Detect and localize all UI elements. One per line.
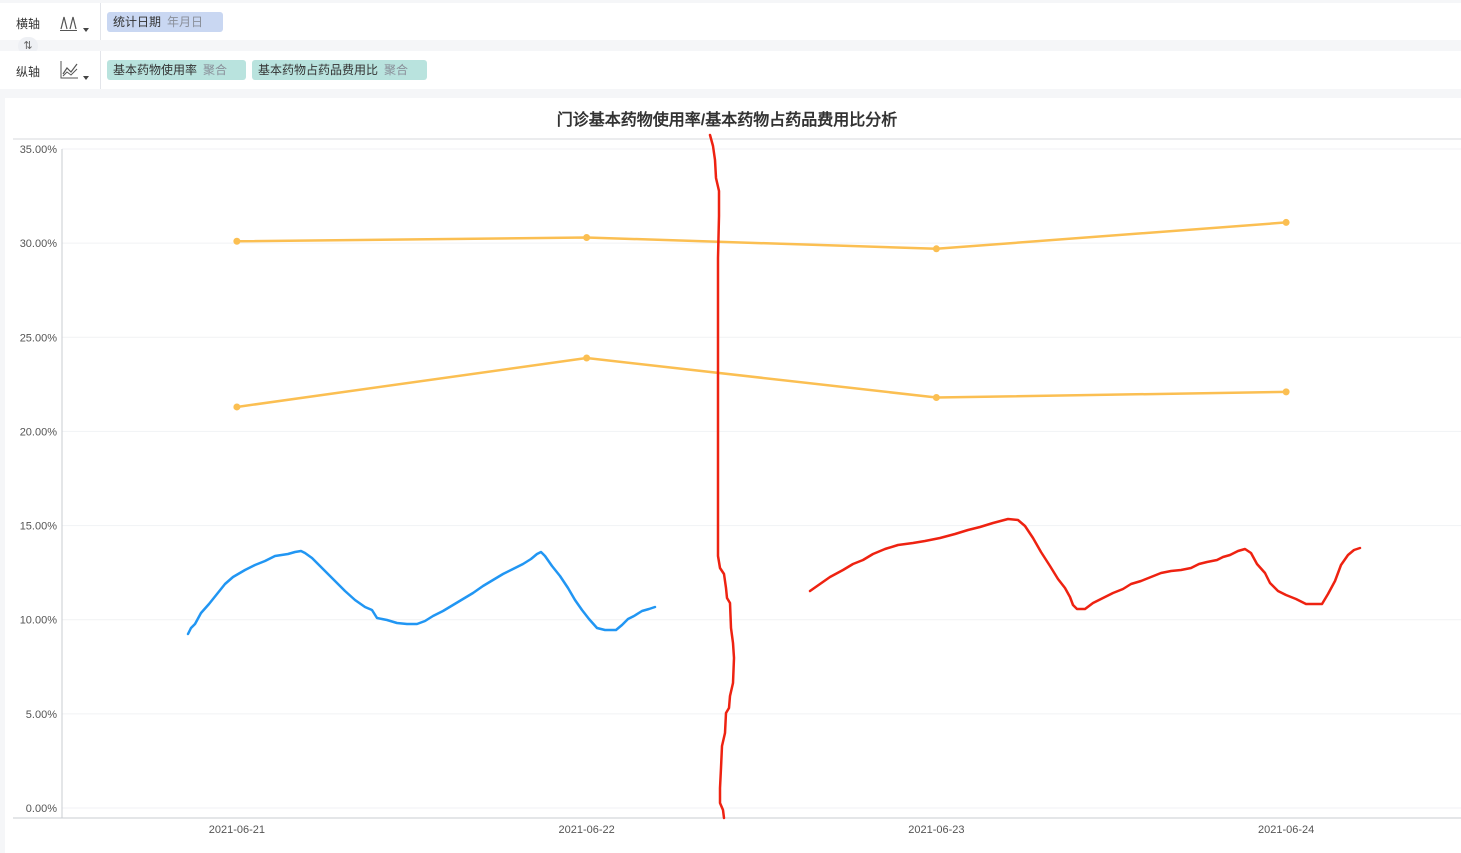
chart-type-dropdown[interactable] [58, 57, 92, 83]
blue-annotation-curve [186, 549, 657, 636]
y-tick-label: 35.00% [20, 144, 58, 156]
series-lines [233, 218, 1290, 411]
bar-chart-icon [60, 16, 89, 32]
y-field-sub: 聚合 [384, 63, 409, 77]
chart-title: 门诊基本药物使用率/基本药物占药品费用比分析 [557, 110, 897, 129]
red-annotation-vertical-stroke [708, 133, 736, 820]
data-point[interactable] [932, 394, 940, 402]
data-point[interactable] [233, 403, 241, 411]
y-field-name: 基本药物占药品费用比 [258, 63, 379, 77]
swap-axes-button[interactable]: ⇅ [18, 37, 38, 55]
y-tick-label: 0.00% [26, 803, 57, 815]
y-axis-label: 纵轴 [16, 65, 41, 79]
swap-vertical-icon: ⇅ [23, 40, 33, 52]
x-field-sub: 年月日 [167, 15, 204, 29]
x-tick-label: 2021-06-23 [908, 824, 964, 836]
grid-lines [62, 148, 1461, 809]
data-point[interactable] [583, 354, 591, 362]
y-field-name: 基本药物使用率 [113, 63, 198, 77]
y-tick-label: 30.00% [20, 238, 58, 250]
y-tick-label: 5.00% [26, 709, 57, 721]
caret-down-icon [83, 76, 89, 80]
data-point[interactable] [233, 237, 241, 245]
data-point[interactable] [1282, 218, 1290, 226]
x-axis-config-row: 横轴 统计日期 年月日 [0, 3, 1461, 40]
data-point[interactable] [1282, 388, 1290, 396]
x-field-name: 统计日期 [113, 15, 162, 29]
caret-down-icon [83, 28, 89, 32]
x-tick-label: 2021-06-22 [558, 824, 614, 836]
y-tick-label: 25.00% [20, 332, 58, 344]
x-tick-label: 2021-06-24 [1258, 824, 1314, 836]
y-tick-label: 15.00% [20, 521, 58, 533]
red-annotation-curve [808, 517, 1362, 611]
data-point[interactable] [583, 233, 591, 241]
y-tick-label: 20.00% [20, 426, 58, 438]
chart-type-dropdown[interactable] [58, 9, 92, 35]
line-chart: 门诊基本药物使用率/基本药物占药品费用比分析 0.00% 5.00% 10.00% 1… [13, 110, 1461, 836]
x-field-pill[interactable]: 统计日期 年月日 [107, 12, 223, 32]
x-tick-label: 2021-06-21 [209, 824, 265, 836]
line-chart-icon [60, 61, 89, 80]
x-axis-label: 横轴 [16, 17, 41, 31]
chart-panel: 门诊基本药物使用率/基本药物占药品费用比分析 0.00% 5.00% 10.00% 1… [5, 98, 1461, 853]
y-field-pill-2[interactable]: 基本药物占药品费用比 聚合 [252, 60, 427, 80]
hand-drawn-annotations [186, 133, 1362, 820]
y-axis-config-row: 纵轴 基本药物使用率 聚合 基本药物占药品费用比 聚合 [0, 51, 1461, 89]
y-field-sub: 聚合 [203, 63, 228, 77]
data-point[interactable] [932, 245, 940, 253]
series-line-1 [236, 221, 1287, 251]
y-tick-label: 10.00% [20, 615, 58, 627]
y-field-pill-1[interactable]: 基本药物使用率 聚合 [107, 60, 246, 80]
series-line-2 [236, 356, 1287, 409]
axes: 0.00% 5.00% 10.00% 15.00% 20.00% 25.00% 30.00%… [13, 144, 1461, 836]
